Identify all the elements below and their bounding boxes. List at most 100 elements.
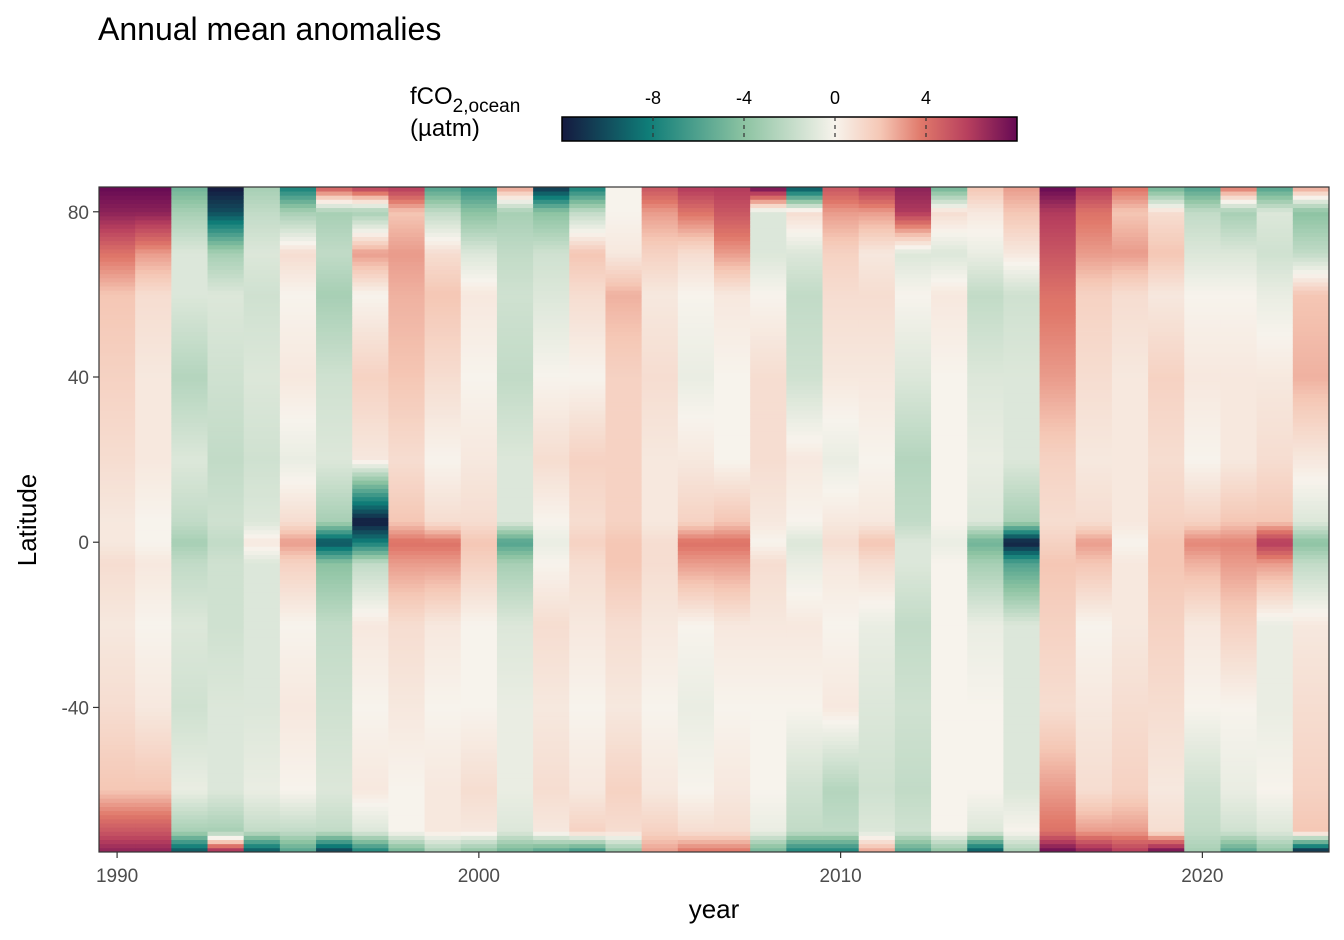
heatmap-cell (967, 319, 1004, 324)
heatmap-cell (931, 228, 968, 233)
heatmap-cell (569, 484, 606, 489)
heatmap-cell (894, 823, 932, 828)
heatmap-cell (460, 827, 498, 832)
heatmap-cell (316, 257, 353, 262)
heatmap-cell (279, 604, 317, 609)
heatmap-cell (243, 397, 281, 403)
heatmap-cell (533, 505, 570, 510)
heatmap-cell (171, 426, 208, 432)
heatmap-cell (858, 273, 896, 279)
heatmap-cell (786, 542, 823, 547)
heatmap-cell (388, 401, 425, 407)
heatmap-cell (99, 372, 136, 378)
heatmap-cell (931, 244, 968, 250)
heatmap-cell (894, 620, 932, 626)
heatmap-cell (967, 678, 1004, 684)
heatmap-cell (135, 666, 172, 671)
heatmap-cell (750, 550, 787, 556)
heatmap-cell (424, 277, 462, 283)
heatmap-cell (677, 748, 715, 754)
heatmap-cell (279, 752, 317, 758)
heatmap-cell (388, 253, 425, 258)
heatmap-cell (99, 438, 100, 444)
heatmap-cell (99, 839, 100, 845)
heatmap-cell (99, 686, 100, 692)
heatmap-cell (207, 682, 245, 688)
heatmap-cell (135, 410, 172, 415)
heatmap-cell (460, 298, 498, 304)
heatmap-cell (1111, 686, 1149, 692)
heatmap-cell (714, 823, 751, 828)
heatmap-cell (786, 802, 823, 807)
heatmap-cell (424, 273, 462, 279)
heatmap-cell (243, 847, 281, 852)
heatmap-cell (931, 472, 968, 477)
heatmap-cell (171, 583, 208, 589)
heatmap-cell (171, 467, 208, 473)
heatmap-cell (316, 790, 353, 795)
heatmap-cell (858, 385, 896, 390)
heatmap-cell (279, 645, 317, 651)
heatmap-cell (99, 814, 100, 820)
heatmap-cell (605, 847, 643, 852)
heatmap-cell (171, 707, 208, 712)
heatmap-cell (967, 426, 1004, 432)
heatmap-cell (677, 496, 715, 502)
heatmap-cell (424, 286, 462, 291)
heatmap-cell (99, 488, 136, 494)
heatmap-cell (279, 839, 317, 845)
heatmap-cell (714, 616, 751, 622)
heatmap-cell (496, 662, 534, 667)
heatmap-cell (352, 467, 389, 473)
heatmap-cell (750, 492, 787, 498)
heatmap-cell (135, 843, 172, 849)
heatmap-cell (569, 785, 606, 791)
heatmap-cell (496, 269, 534, 275)
heatmap-cell (171, 604, 208, 609)
heatmap-cell (243, 191, 281, 196)
heatmap-cell (171, 790, 208, 795)
heatmap-cell (1111, 769, 1149, 774)
heatmap-cell (316, 269, 353, 275)
heatmap-cell (460, 538, 498, 543)
heatmap-cell (677, 575, 715, 580)
heatmap-cell (99, 244, 136, 250)
heatmap-cell (894, 434, 932, 440)
heatmap-cell (967, 331, 1004, 337)
heatmap-cell (1039, 405, 1077, 411)
heatmap-cell (99, 649, 100, 655)
heatmap-cell (135, 777, 172, 783)
heatmap-cell (931, 467, 968, 473)
heatmap-cell (677, 785, 715, 791)
heatmap-cell (388, 364, 425, 370)
heatmap-cell (243, 839, 281, 845)
heatmap-cell (569, 666, 606, 671)
heatmap-cell (1111, 595, 1149, 601)
heatmap-cell (243, 798, 281, 803)
heatmap-cell (1075, 847, 1113, 852)
heatmap-cell (931, 343, 968, 349)
heatmap-cell (135, 467, 172, 473)
heatmap-cell (496, 612, 534, 617)
heatmap-cell (1003, 472, 1040, 477)
heatmap-cell (641, 207, 679, 213)
heatmap-cell (641, 666, 679, 671)
heatmap-cell (533, 389, 570, 394)
heatmap-cell (641, 645, 679, 651)
heatmap-cell (352, 368, 389, 374)
heatmap-cell (858, 335, 896, 341)
heatmap-cell (99, 765, 100, 770)
heatmap-cell (1111, 306, 1149, 312)
heatmap-cell (171, 715, 208, 721)
heatmap-cell (677, 187, 715, 192)
heatmap-cell (714, 377, 751, 382)
heatmap-cell (1111, 633, 1149, 638)
heatmap-cell (858, 381, 896, 386)
heatmap-cell (1075, 187, 1113, 192)
heatmap-cell (894, 843, 932, 849)
heatmap-cell (677, 199, 715, 204)
heatmap-cell (496, 232, 534, 237)
heatmap-cell (424, 323, 462, 328)
heatmap-cell (1039, 678, 1077, 684)
heatmap-cell (533, 306, 570, 312)
